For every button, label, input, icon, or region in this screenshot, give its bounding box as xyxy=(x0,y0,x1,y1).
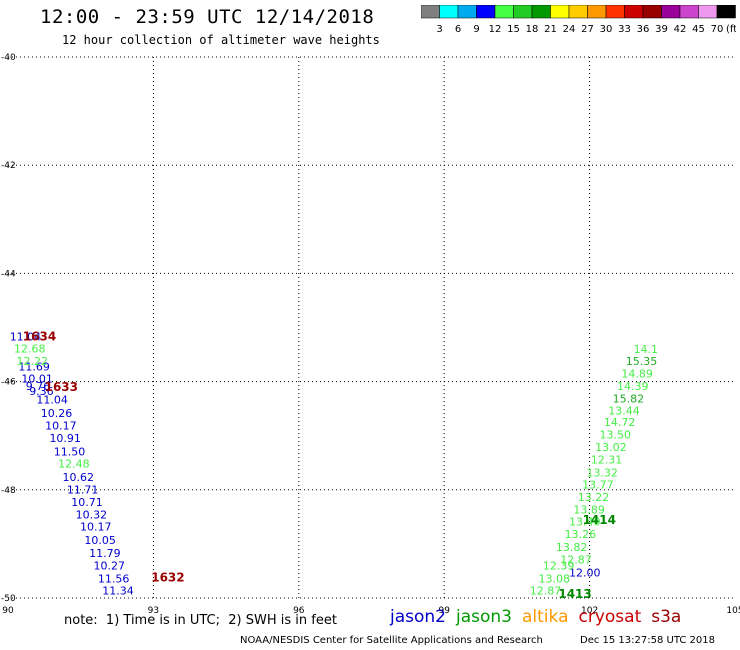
color-scale-label: 24 xyxy=(563,24,576,35)
legend-altika: altika xyxy=(522,607,569,627)
pass-time-label: 1634 xyxy=(23,330,56,344)
wave-height-value: 14.39 xyxy=(617,380,649,393)
pass-time-label: 1414 xyxy=(583,513,616,527)
color-scale-label: 6 xyxy=(455,24,461,35)
color-scale-label: (ft) xyxy=(726,24,736,35)
color-scale-label: 9 xyxy=(473,24,479,35)
wave-height-value: 11.69 xyxy=(18,360,50,373)
wave-height-value: 10.26 xyxy=(41,407,73,420)
wave-height-value: 11.04 xyxy=(36,393,68,406)
wave-height-value: 14.72 xyxy=(604,416,636,429)
wave-height-value: 13.82 xyxy=(556,541,588,554)
wave-height-value: 12.31 xyxy=(591,454,623,467)
credit-text: NOAA/NESDIS Center for Satellite Applica… xyxy=(240,635,543,646)
color-scale-label: 15 xyxy=(507,24,520,35)
generated-timestamp: Dec 15 13:27:58 UTC 2018 xyxy=(580,635,715,646)
wave-height-value: 12.48 xyxy=(58,457,90,470)
y-tick-label: -50 xyxy=(1,594,16,604)
pass-time-label: 1633 xyxy=(45,380,78,394)
wave-height-value: 13.50 xyxy=(600,429,632,442)
x-tick-label: 105 xyxy=(726,606,740,616)
wave-height-value: 12.22 xyxy=(16,355,48,368)
wave-height-value: 13.44 xyxy=(608,404,640,417)
wave-height-value: 11.79 xyxy=(89,547,121,560)
wave-height-value: 13.77 xyxy=(582,478,614,491)
color-scale-label: 30 xyxy=(600,24,613,35)
y-tick-label: -42 xyxy=(1,161,16,171)
wave-height-value: 13.40 xyxy=(569,516,601,529)
wave-height-value: 10.17 xyxy=(45,419,77,432)
wave-height-value: 11.04 xyxy=(10,331,42,344)
legend-jason3: jason3 xyxy=(456,607,512,627)
pass-time-label: 1632 xyxy=(151,570,184,584)
color-scale-label: 36 xyxy=(637,24,650,35)
wave-height-value: 9.36 xyxy=(29,385,54,398)
legend-s3a: s3a xyxy=(651,607,682,627)
wave-height-value: 13.08 xyxy=(538,573,570,586)
wave-height-value: 10.71 xyxy=(71,496,103,509)
y-tick-label: -40 xyxy=(1,53,16,63)
x-tick-label: 93 xyxy=(148,606,159,616)
color-scale-label: 39 xyxy=(655,24,668,35)
wave-height-value: 12.68 xyxy=(14,343,46,356)
x-tick-label: 99 xyxy=(438,606,450,616)
wave-height-value: 14.1 xyxy=(634,343,659,356)
wave-height-value: 12.87 xyxy=(530,584,562,597)
y-tick-label: -46 xyxy=(1,378,16,388)
x-tick-label: 90 xyxy=(2,606,14,616)
color-scale-label: 70 xyxy=(711,24,724,35)
color-scale-label: 3 xyxy=(436,24,442,35)
x-tick-label: 102 xyxy=(581,606,598,616)
wave-height-value: 13.32 xyxy=(586,466,618,479)
color-scale-label: 42 xyxy=(674,24,687,35)
wave-height-value: 14.89 xyxy=(621,367,653,380)
wave-height-value: 15.82 xyxy=(613,392,645,405)
chart-subtitle: 12 hour collection of altimeter wave hei… xyxy=(62,33,380,47)
wave-height-value: 10.01 xyxy=(21,372,53,385)
wave-height-value: 10.27 xyxy=(94,560,126,573)
wave-height-value: 10.91 xyxy=(49,432,81,445)
legend-cryosat: cryosat xyxy=(578,607,642,627)
wave-height-value: 12.39 xyxy=(543,560,575,573)
color-scale-label: 45 xyxy=(692,24,705,35)
wave-height-value: 15.35 xyxy=(626,355,658,368)
wave-height-value: 13.02 xyxy=(595,441,627,454)
legend-jason2: jason2 xyxy=(390,607,446,627)
wave-height-value: 10.05 xyxy=(84,534,116,547)
wave-height-value: 13.26 xyxy=(565,528,597,541)
color-swatch xyxy=(716,5,736,19)
y-tick-label: -44 xyxy=(1,269,16,279)
wave-height-value: 10.17 xyxy=(80,521,112,534)
color-scale-label: 33 xyxy=(618,24,631,35)
y-tick-label: -48 xyxy=(1,486,16,496)
wave-height-value: 10.62 xyxy=(63,471,95,484)
wave-height-value: 13.89 xyxy=(573,503,605,516)
wave-height-value: 11.34 xyxy=(102,584,134,597)
wave-height-value: 10.32 xyxy=(76,509,108,522)
x-tick-label: 96 xyxy=(293,606,305,616)
wave-height-value: 11.56 xyxy=(98,573,130,586)
pass-time-label: 1413 xyxy=(558,587,591,601)
wave-height-value: 9.76 xyxy=(26,380,51,393)
note-text: note: 1) Time is in UTC; 2) SWH is in fe… xyxy=(64,613,337,628)
wave-height-value: 11.50 xyxy=(54,445,86,458)
color-scale-label: 21 xyxy=(544,24,557,35)
color-scale-label: 18 xyxy=(526,24,539,35)
chart-title: 12:00 - 23:59 UTC 12/14/2018 xyxy=(40,6,375,28)
wave-height-value: 12.00 xyxy=(569,567,601,580)
color-scale-label: 12 xyxy=(489,24,502,35)
wave-height-value: 11.71 xyxy=(67,483,99,496)
wave-height-value: 12.87 xyxy=(560,554,592,567)
color-scale-label: 27 xyxy=(581,24,594,35)
wave-height-value: 13.22 xyxy=(578,491,610,504)
satellite-legend: jason2 jason3 altika cryosat s3a xyxy=(390,607,691,627)
